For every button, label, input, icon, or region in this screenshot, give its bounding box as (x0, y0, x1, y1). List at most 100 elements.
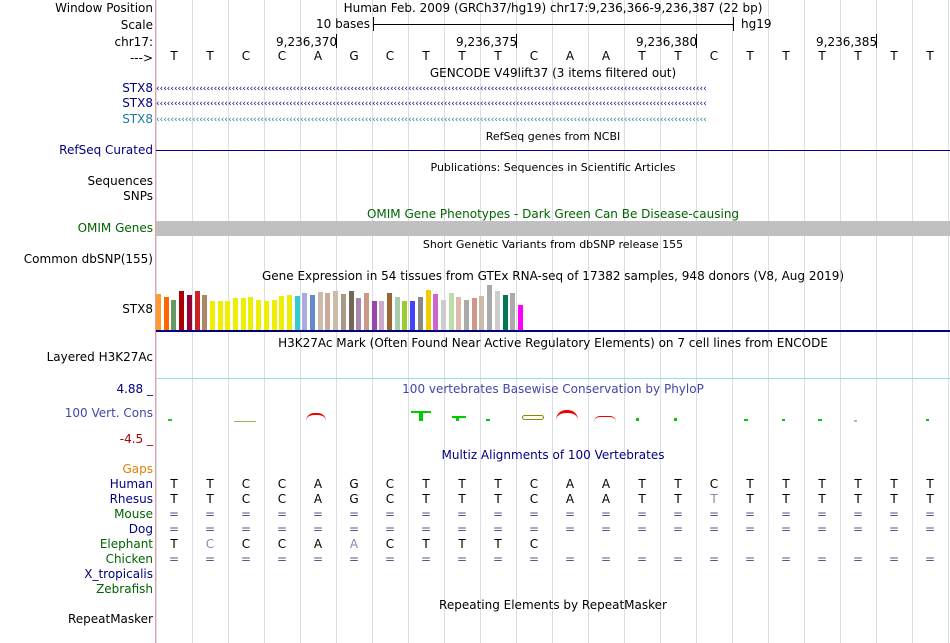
gtex-tissue-bar[interactable] (494, 291, 500, 330)
gtex-tissue-bar[interactable] (417, 297, 423, 330)
gtex-tissue-bar[interactable] (471, 298, 477, 330)
gtex-tissue-bar[interactable] (194, 291, 200, 330)
phylop-mark (594, 416, 616, 422)
gtex-tissue-bar[interactable] (163, 297, 169, 330)
gtex-tissue-bar[interactable] (348, 291, 354, 330)
gtex-tissue-bar[interactable] (402, 301, 408, 330)
gtex-tissue-bar[interactable] (233, 298, 238, 330)
gtex-tissue-bar[interactable] (502, 295, 508, 330)
gtex-tissue-bar[interactable] (202, 295, 208, 330)
gtex-tissue-bar[interactable] (363, 293, 369, 330)
gtex-tissue-bar[interactable] (156, 294, 161, 330)
gtex-tissue-bar[interactable] (286, 295, 292, 330)
gtex-tissue-bar[interactable] (487, 285, 493, 330)
omim-feature-bar[interactable] (156, 221, 950, 236)
alignment-base: = (168, 552, 180, 566)
species-label-rhesus[interactable]: Rhesus (109, 492, 153, 506)
repeatmasker-title: Repeating Elements by RepeatMasker (439, 598, 667, 612)
gtex-tissue-bar[interactable] (263, 301, 269, 330)
species-label-x-tropicalis[interactable]: X_tropicalis (84, 567, 153, 581)
gtex-tissue-bar[interactable] (317, 292, 323, 330)
repeatmasker-label[interactable]: RepeatMasker (67, 612, 153, 626)
gtex-tissue-bar[interactable] (387, 293, 392, 330)
gtex-tissue-bar[interactable] (248, 297, 254, 330)
gtex-tissue-bar[interactable] (340, 294, 346, 330)
gencode-item-strand-1[interactable]: ‹‹‹‹‹‹‹‹‹‹‹‹‹‹‹‹‹‹‹‹‹‹‹‹‹‹‹‹‹‹‹‹‹‹‹‹‹‹‹‹… (156, 84, 707, 94)
multiz-gaps-label[interactable]: Gaps (122, 462, 153, 476)
alignment-base: = (420, 522, 432, 536)
gtex-tissue-bar[interactable] (325, 293, 331, 330)
alignment-base: T (926, 492, 934, 506)
gtex-tissue-bar[interactable] (510, 293, 516, 330)
gtex-tissue-bar[interactable] (302, 293, 308, 330)
species-label-human[interactable]: Human (109, 477, 153, 491)
base-letter: T (458, 49, 466, 63)
refseq-gene-line[interactable] (156, 150, 950, 151)
gtex-tissue-bar[interactable] (517, 305, 523, 330)
gencode-item-label-3[interactable]: STX8 (122, 112, 153, 126)
base-letter: T (854, 49, 862, 63)
gencode-item-strand-3[interactable]: ‹‹‹‹‹‹‹‹‹‹‹‹‹‹‹‹‹‹‹‹‹‹‹‹‹‹‹‹‹‹‹‹‹‹‹‹‹‹‹‹… (156, 115, 707, 125)
gtex-tissue-bar[interactable] (294, 296, 300, 330)
alignment-base: = (672, 507, 684, 521)
gtex-tissue-bar[interactable] (356, 298, 362, 330)
grid-line (840, 0, 841, 643)
gtex-tissue-bar[interactable] (171, 300, 177, 330)
gtex-tissue-bar[interactable] (209, 301, 215, 330)
gtex-tissue-bar[interactable] (440, 300, 446, 330)
gtex-tissue-bar[interactable] (225, 301, 231, 330)
phylop-mark (926, 419, 929, 421)
phylop-label[interactable]: 100 Vert. Cons (64, 406, 153, 420)
publications-label-snps[interactable]: SNPs (123, 189, 153, 203)
gtex-tissue-bar[interactable] (456, 297, 462, 330)
gencode-item-label-2[interactable]: STX8 (122, 96, 153, 110)
gtex-label[interactable]: STX8 (122, 302, 153, 316)
gtex-tissue-bar[interactable] (371, 301, 377, 330)
gtex-bar-chart[interactable] (156, 284, 536, 330)
alignment-base: C (529, 492, 539, 506)
phylop-max: 4.88 _ (116, 382, 153, 396)
phylop-mark (818, 419, 822, 421)
gtex-tissue-bar[interactable] (410, 301, 416, 330)
assembly-label: hg19 (741, 17, 772, 31)
h3k27ac-label[interactable]: Layered H3K27Ac (46, 350, 153, 364)
gtex-tissue-bar[interactable] (256, 300, 262, 330)
alignment-base: = (672, 522, 684, 536)
alignment-base: = (852, 507, 864, 521)
publications-label-sequences[interactable]: Sequences (87, 174, 153, 188)
gtex-tissue-bar[interactable] (379, 301, 385, 330)
alignment-base: = (492, 552, 504, 566)
species-label-zebrafish[interactable]: Zebrafish (96, 582, 153, 596)
gencode-item-strand-2[interactable]: ‹‹‹‹‹‹‹‹‹‹‹‹‹‹‹‹‹‹‹‹‹‹‹‹‹‹‹‹‹‹‹‹‹‹‹‹‹‹‹‹… (156, 99, 707, 109)
gtex-tissue-bar[interactable] (433, 294, 439, 330)
gtex-tissue-bar[interactable] (279, 296, 285, 330)
species-label-chicken[interactable]: Chicken (105, 552, 153, 566)
gtex-tissue-bar[interactable] (479, 296, 485, 330)
gtex-tissue-bar[interactable] (448, 293, 454, 330)
dbsnp-label[interactable]: Common dbSNP(155) (23, 252, 153, 266)
gtex-tissue-bar[interactable] (464, 300, 469, 330)
species-label-mouse[interactable]: Mouse (114, 507, 153, 521)
species-label-dog[interactable]: Dog (128, 522, 153, 536)
phylop-plot[interactable] (156, 398, 950, 438)
gtex-tissue-bar[interactable] (394, 297, 400, 330)
alignment-base: T (746, 477, 754, 491)
gtex-tissue-bar[interactable] (179, 291, 185, 330)
gtex-tissue-bar[interactable] (333, 291, 339, 330)
omim-label[interactable]: OMIM Genes (77, 221, 153, 235)
gtex-tissue-bar[interactable] (240, 298, 246, 330)
alignment-base: = (384, 552, 396, 566)
species-label-elephant[interactable]: Elephant (99, 537, 153, 551)
alignment-base: = (600, 507, 612, 521)
gtex-tissue-bar[interactable] (217, 301, 223, 330)
gtex-tissue-bar[interactable] (310, 295, 315, 330)
gtex-tissue-bar[interactable] (186, 295, 192, 330)
base-letter: T (206, 49, 214, 63)
alignment-base: = (564, 522, 576, 536)
refseq-label[interactable]: RefSeq Curated (59, 143, 153, 157)
gencode-item-label-1[interactable]: STX8 (122, 81, 153, 95)
gtex-tissue-bar[interactable] (425, 290, 431, 330)
gtex-tissue-bar[interactable] (271, 300, 277, 330)
base-letter: T (674, 49, 682, 63)
